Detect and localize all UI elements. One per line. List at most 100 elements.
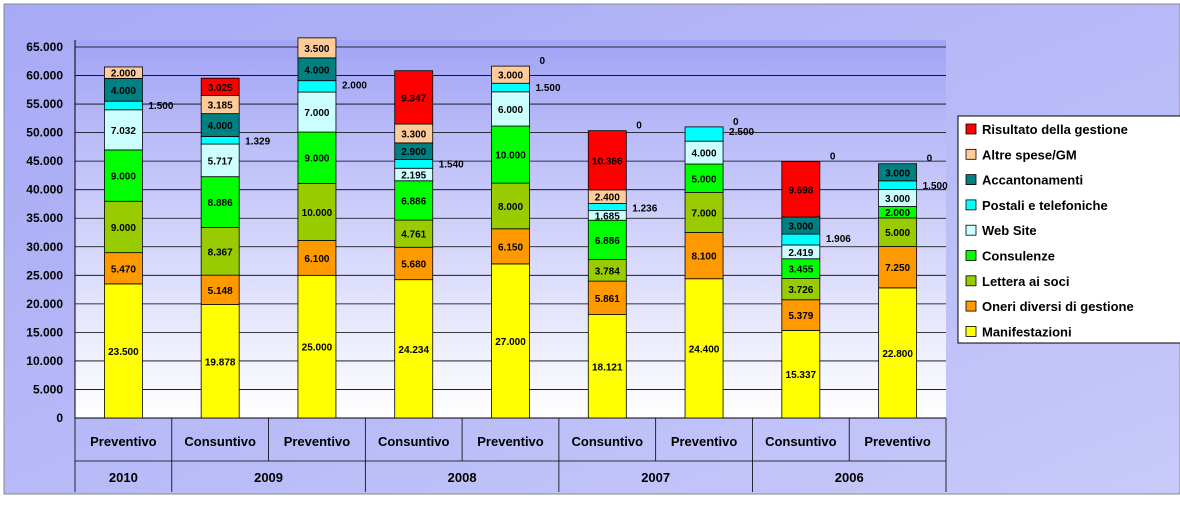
data-label: 0: [927, 154, 933, 165]
data-label: 3.000: [788, 222, 813, 233]
data-label: 3.025: [208, 83, 233, 94]
bar-segment-altre-spese-gm: [491, 65, 530, 84]
category-label: Consuntivo: [184, 434, 256, 449]
year-label: 2006: [835, 470, 864, 485]
legend-label: Oneri diversi di gestione: [982, 299, 1134, 314]
bar-segment-manifestazioni: [200, 304, 240, 419]
data-label: 8.886: [208, 198, 233, 209]
bar-segment-risultato-della-gestione: [200, 77, 240, 96]
bar-segment-web-site: [491, 91, 530, 127]
data-label: 7.250: [885, 263, 910, 274]
data-label: 5.717: [208, 156, 233, 167]
data-label: 2.195: [401, 171, 426, 182]
bar-segment-oneri-diversi-di-gestione: [491, 228, 530, 265]
data-label: 10.366: [592, 156, 623, 167]
y-tick-label: 30.000: [26, 240, 63, 254]
data-label: 8.367: [208, 247, 233, 258]
bar-segment-manifestazioni: [103, 283, 143, 419]
legend-swatch: [965, 148, 977, 160]
bar-segment-manifestazioni: [878, 287, 918, 419]
y-tick-label: 10.000: [26, 354, 63, 368]
data-label: 9.000: [111, 223, 136, 234]
data-label: 5.148: [208, 286, 233, 297]
data-label: 4.000: [304, 65, 329, 76]
data-label: 5.470: [111, 264, 136, 275]
data-label: 9.000: [111, 172, 136, 183]
data-label: 6.150: [498, 242, 523, 253]
bar-segment-accantonamenti: [878, 163, 918, 182]
bar-segment-consulenze: [587, 219, 627, 260]
data-label: 5.680: [401, 259, 426, 270]
data-label: 0: [733, 117, 739, 128]
legend-swatch: [965, 300, 977, 312]
data-label: 22.800: [882, 349, 913, 360]
data-label: 27.000: [495, 337, 526, 348]
bar-segment-risultato-della-gestione: [587, 130, 627, 191]
legend-label: Risultato della gestione: [982, 122, 1128, 137]
legend-swatch: [965, 123, 977, 135]
y-tick-label: 50.000: [26, 126, 63, 140]
bar-segment-postali-e-telefoniche: [684, 126, 724, 142]
data-label: 3.455: [788, 265, 813, 276]
data-label: 4.000: [111, 86, 136, 97]
bar-segment-manifestazioni: [684, 278, 724, 419]
bar-segment-oneri-diversi-di-gestione: [684, 232, 724, 280]
data-label: 1.500: [148, 101, 173, 112]
legend-swatch: [965, 199, 977, 211]
data-label: 5.000: [885, 228, 910, 239]
y-tick-label: 65.000: [26, 40, 63, 54]
category-label: Preventivo: [864, 434, 931, 449]
bar-segment-postali-e-telefoniche: [297, 80, 337, 93]
legend-label: Web Site: [982, 223, 1037, 238]
data-label: 3.000: [498, 71, 523, 82]
data-label: 25.000: [302, 343, 333, 354]
data-label: 6.100: [304, 254, 329, 265]
data-label: 5.000: [692, 174, 717, 185]
data-label: 4.761: [401, 230, 426, 241]
data-label: 1.540: [439, 159, 464, 170]
bar-segment-web-site: [103, 109, 143, 151]
data-label: 15.337: [786, 370, 817, 381]
data-label: 6.886: [401, 196, 426, 207]
category-label: Preventivo: [477, 434, 544, 449]
data-label: 1.236: [632, 204, 657, 215]
category-label: Consuntivo: [572, 434, 644, 449]
bar-segment-postali-e-telefoniche: [491, 82, 530, 93]
data-label: 9.347: [401, 93, 426, 104]
data-label: 2.000: [885, 208, 910, 219]
bar-segment-risultato-della-gestione: [781, 161, 821, 218]
legend-swatch: [965, 325, 977, 337]
bar-segment-web-site: [200, 143, 240, 178]
bar-segment-risultato-della-gestione: [394, 70, 434, 125]
bar-segment-postali-e-telefoniche: [587, 203, 627, 211]
bar-segment-lettera-ai-soci: [297, 183, 337, 241]
data-label: 4.000: [208, 121, 233, 132]
bar-segment-consulenze: [297, 131, 337, 184]
data-label: 10.000: [495, 151, 526, 162]
data-label: 18.121: [592, 362, 623, 373]
category-label: Preventivo: [284, 434, 351, 449]
data-label: 5.379: [788, 311, 813, 322]
data-label: 3.784: [595, 266, 620, 277]
legend-swatch: [965, 275, 977, 287]
bar-segment-lettera-ai-soci: [684, 192, 724, 233]
y-tick-label: 20.000: [26, 297, 63, 311]
year-label: 2010: [109, 470, 138, 485]
data-label: 3.500: [304, 44, 329, 55]
bar-segment-altre-spese-gm: [103, 66, 143, 79]
category-label: Consuntivo: [378, 434, 450, 449]
data-label: 2.400: [595, 193, 620, 204]
y-tick-label: 25.000: [26, 268, 63, 282]
bar-segment-postali-e-telefoniche: [878, 180, 918, 190]
data-label: 7.032: [111, 126, 136, 137]
data-label: 2.000: [111, 69, 136, 80]
data-label: 2.419: [788, 248, 813, 259]
data-label: 8.100: [692, 252, 717, 263]
data-label: 5.861: [595, 294, 620, 305]
data-label: 3.000: [885, 168, 910, 179]
bar-segment-manifestazioni: [587, 314, 627, 419]
bar-segment-altre-spese-gm: [297, 37, 337, 59]
data-label: 9.000: [304, 154, 329, 165]
